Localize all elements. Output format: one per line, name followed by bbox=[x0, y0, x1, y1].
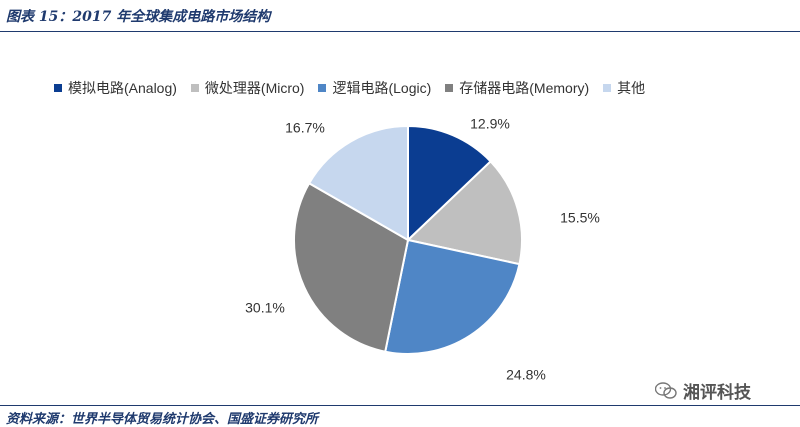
legend-label: 其他 bbox=[617, 80, 646, 96]
legend-item-micro: 微处理器(Micro) bbox=[190, 78, 305, 98]
legend-swatch bbox=[445, 84, 454, 92]
figure-title: 图表 15：2017 年全球集成电路市场结构 bbox=[6, 9, 271, 25]
slice-data-label: 16.7% bbox=[285, 120, 325, 136]
slice-data-label: 24.8% bbox=[506, 367, 546, 383]
slice-other bbox=[307, 124, 409, 242]
legend-label: 存储器电路(Memory) bbox=[459, 80, 590, 96]
legend-label: 模拟电路(Analog) bbox=[68, 80, 177, 96]
slice-data-label: 12.9% bbox=[470, 116, 510, 132]
legend-label: 微处理器(Micro) bbox=[204, 80, 305, 96]
wechat-icon bbox=[655, 381, 677, 399]
slice-logic bbox=[384, 238, 521, 355]
legend-swatch bbox=[54, 84, 62, 92]
slice-micro bbox=[405, 160, 523, 266]
legend-label: 逻辑电路(Logic) bbox=[332, 80, 432, 96]
slice-memory bbox=[293, 181, 410, 353]
legend-swatch bbox=[603, 84, 612, 92]
top-divider bbox=[0, 31, 800, 32]
legend-swatch bbox=[190, 84, 199, 92]
watermark: 湘评科技 bbox=[655, 378, 751, 403]
slice-analog bbox=[407, 124, 493, 243]
legend-item-analog: 模拟电路(Analog) bbox=[54, 78, 177, 98]
watermark-text: 湘评科技 bbox=[683, 383, 751, 402]
legend-item-logic: 逻辑电路(Logic) bbox=[318, 78, 431, 98]
bottom-divider bbox=[0, 405, 800, 406]
legend-item-other: 其他 bbox=[603, 78, 645, 98]
figure-source: 资料来源：世界半导体贸易统计协会、国盛证券研究所 bbox=[6, 412, 319, 427]
chart-legend: 模拟电路(Analog) 微处理器(Micro) 逻辑电路(Logic) 存储器… bbox=[54, 78, 645, 98]
slice-data-label: 30.1% bbox=[245, 300, 285, 316]
slice-data-label: 15.5% bbox=[560, 210, 600, 226]
legend-swatch bbox=[318, 84, 327, 92]
legend-item-memory: 存储器电路(Memory) bbox=[445, 78, 589, 98]
